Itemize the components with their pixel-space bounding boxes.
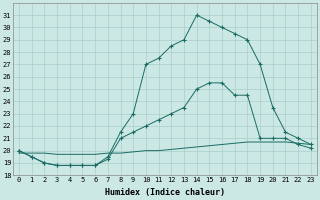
X-axis label: Humidex (Indice chaleur): Humidex (Indice chaleur): [105, 188, 225, 197]
